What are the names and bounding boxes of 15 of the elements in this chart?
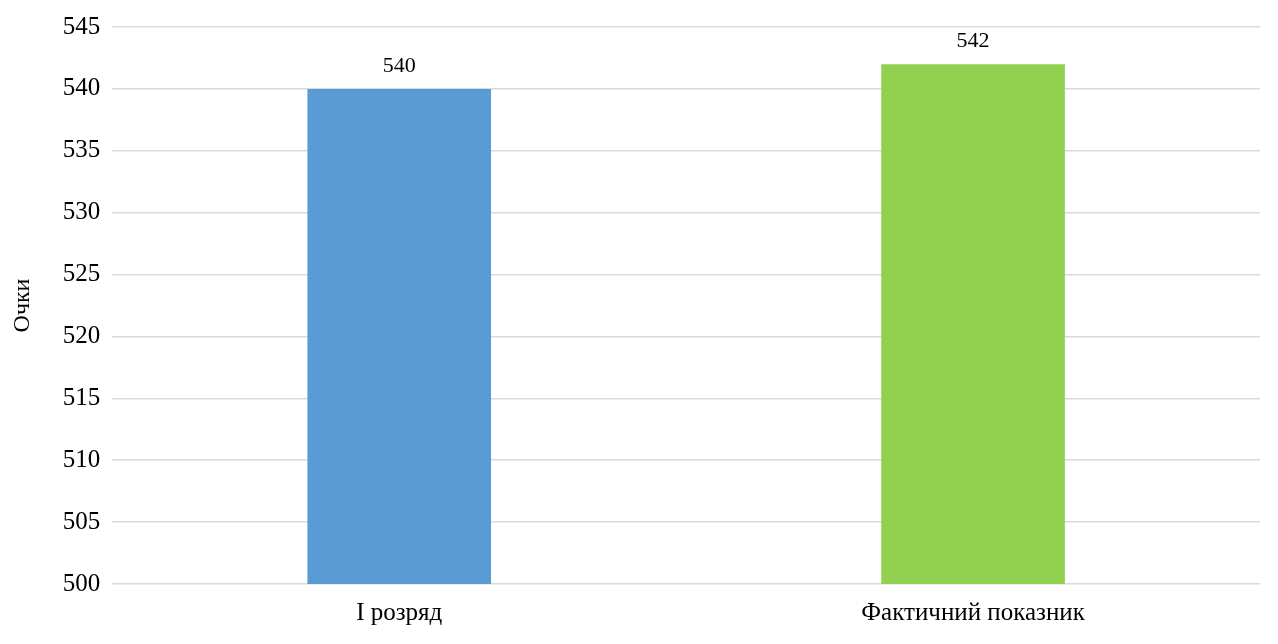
y-tick-label: 520 [62,321,101,349]
y-tick-label: 505 [62,506,101,534]
y-tick-label: 545 [62,11,101,39]
y-axis-title: Очки [7,278,34,333]
y-tick-label: 500 [62,568,101,596]
y-tick-label: 515 [62,382,101,410]
y-tick-label: 530 [62,197,101,225]
x-tick-label: I розряд [356,597,443,625]
y-tick-label: 540 [62,73,101,101]
y-tick-label: 525 [62,259,101,287]
x-tick-label: Фактичний показник [861,597,1086,625]
data-label: 540 [382,51,416,77]
y-tick-label: 510 [62,444,101,472]
y-tick-label: 535 [62,135,101,163]
data-label: 542 [956,26,990,52]
